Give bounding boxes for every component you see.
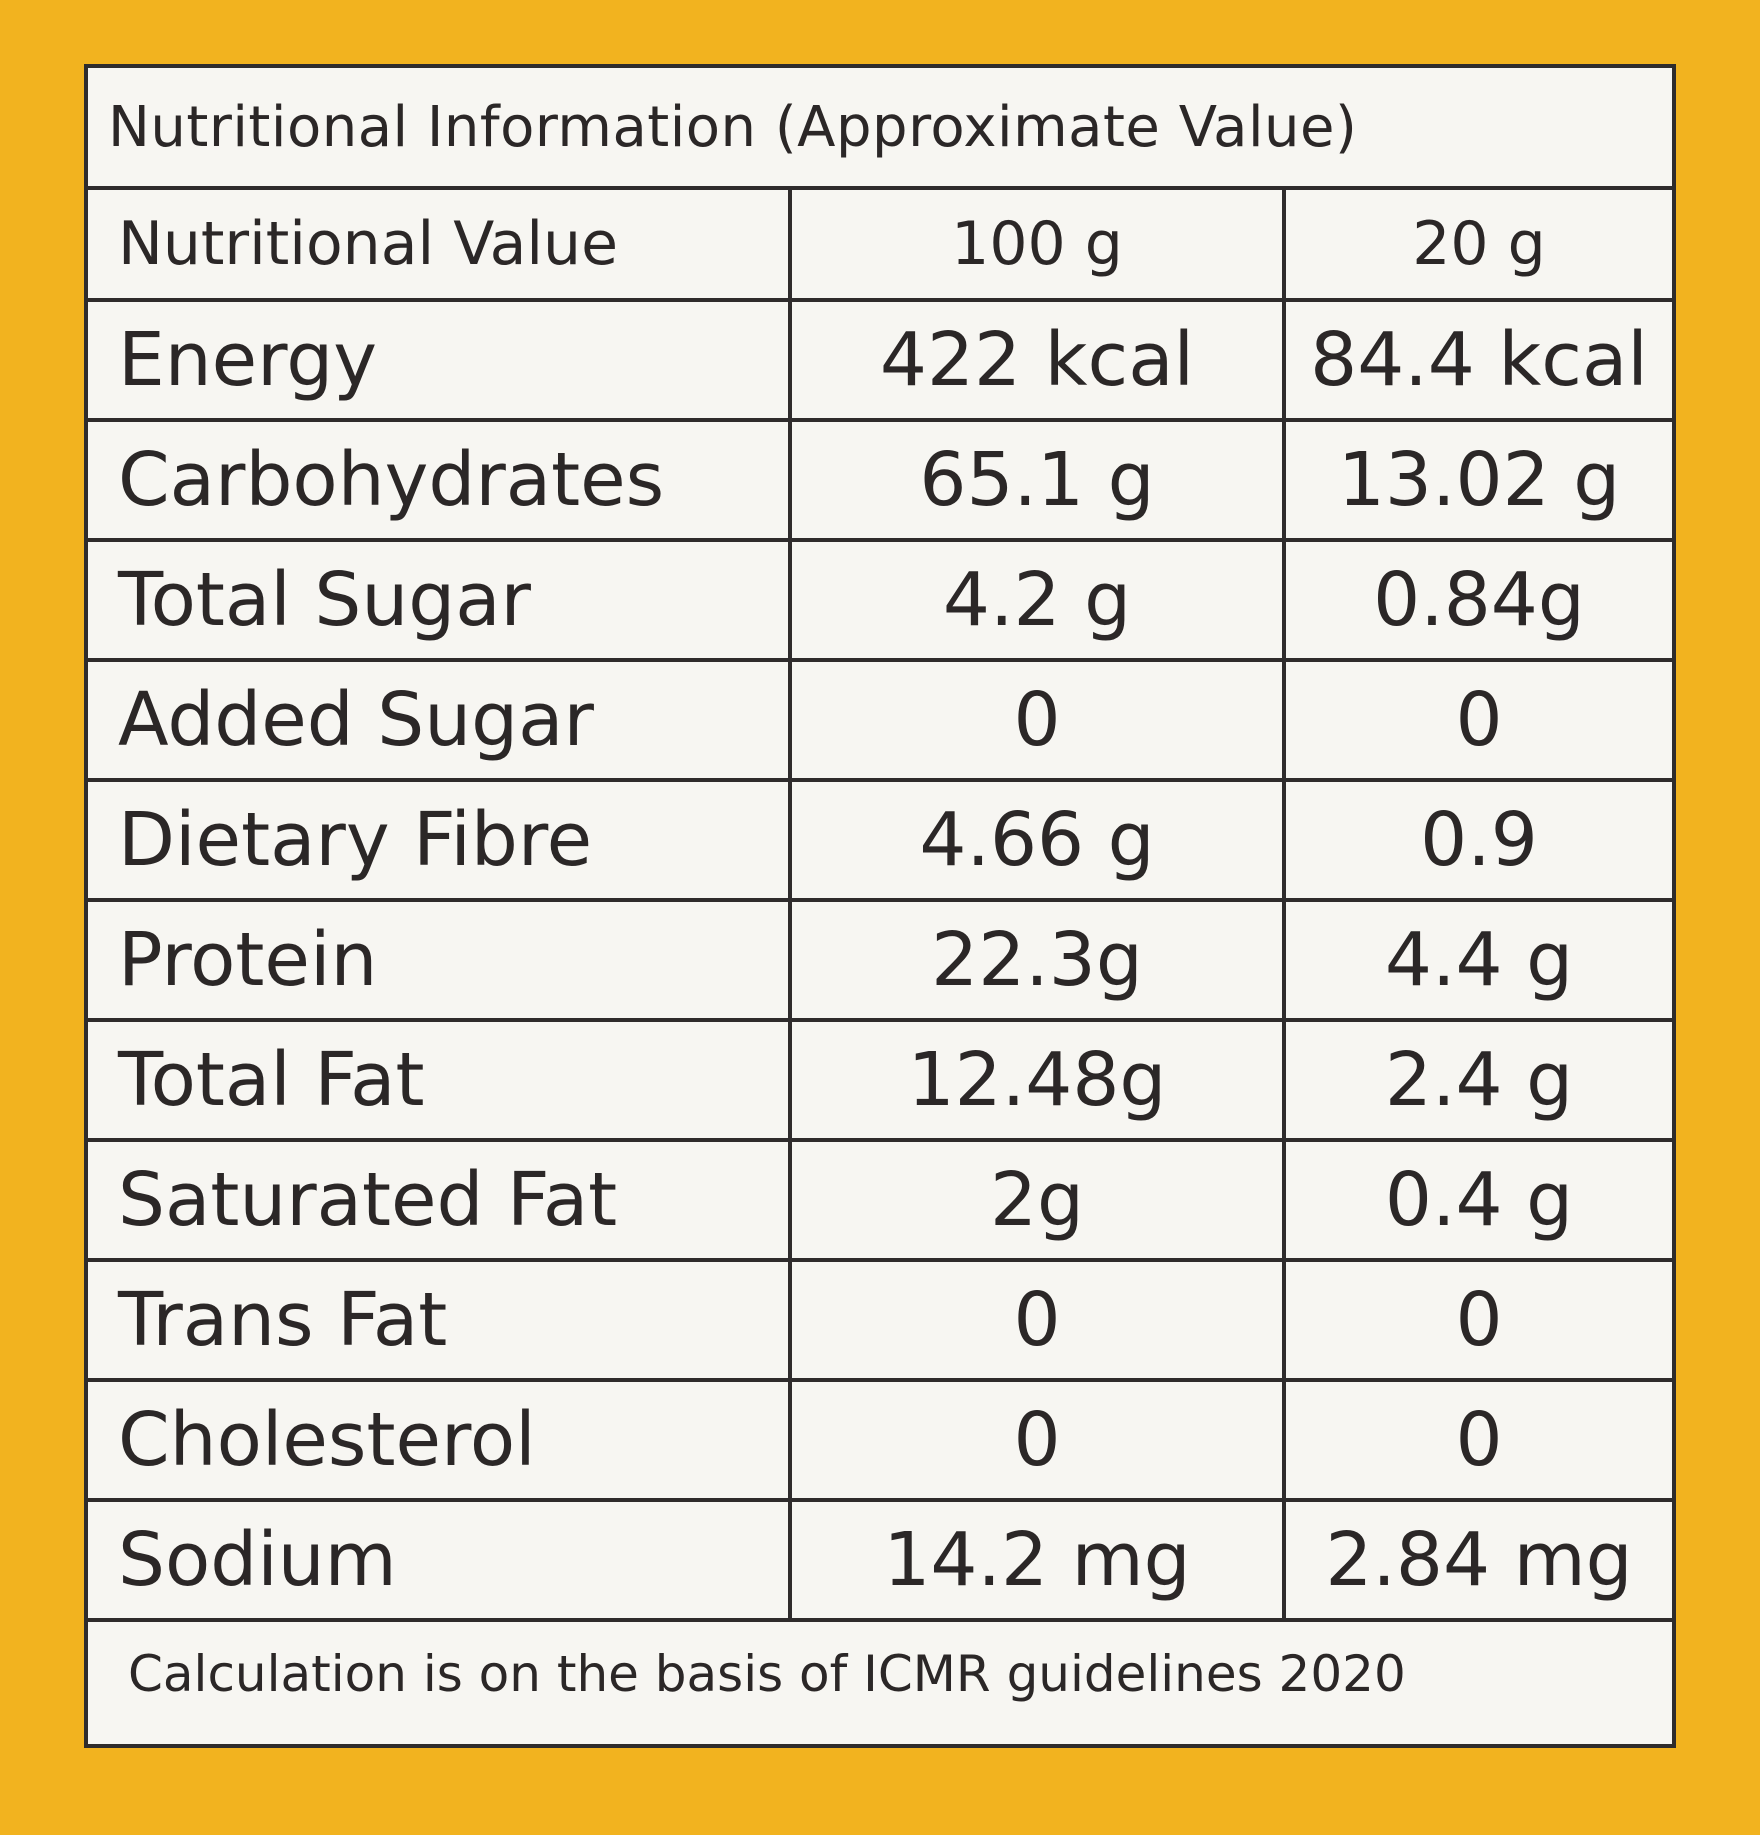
nutrition-table: Nutritional Value 100 g 20 g Energy 422 … <box>88 190 1672 1622</box>
value-per-100g: 0 <box>792 1382 1286 1498</box>
nutrient-name: Added Sugar <box>88 662 792 778</box>
value-per-20g: 2.84 mg <box>1325 1517 1633 1603</box>
nutrient-name: Total Fat <box>88 1022 792 1138</box>
table-row: Dietary Fibre 4.66 g 0.9 <box>88 782 1672 902</box>
table-row: Protein 22.3g 4.4 g <box>88 902 1672 1022</box>
value-per-20g: 4.4 g <box>1384 917 1574 1003</box>
table-row: Trans Fat 0 0 <box>88 1262 1672 1382</box>
value-per-100g: 65.1 g <box>792 422 1286 538</box>
nutrient-name: Protein <box>88 902 792 1018</box>
table-row: Cholesterol 0 0 <box>88 1382 1672 1502</box>
label-title: Nutritional Information (Approximate Val… <box>88 68 1672 190</box>
value-per-20g: 84.4 kcal <box>1310 317 1648 403</box>
table-row: Total Sugar 4.2 g 0.84g <box>88 542 1672 662</box>
footnote: Calculation is on the basis of ICMR guid… <box>128 1645 1406 1703</box>
value-per-20g: 0.4 g <box>1384 1157 1574 1243</box>
nutrient-name: Carbohydrates <box>88 422 792 538</box>
value-per-20g: 0 <box>1455 1397 1503 1483</box>
table-row: Total Fat 12.48g 2.4 g <box>88 1022 1672 1142</box>
header-per-100g: 100 g <box>792 190 1286 298</box>
table-row: Carbohydrates 65.1 g 13.02 g <box>88 422 1672 542</box>
value-per-100g: 0 <box>792 662 1286 778</box>
value-per-100g: 4.2 g <box>792 542 1286 658</box>
value-per-100g: 12.48g <box>792 1022 1286 1138</box>
nutrient-name: Total Sugar <box>88 542 792 658</box>
header-nutrient: Nutritional Value <box>88 190 792 298</box>
nutrient-name: Trans Fat <box>88 1262 792 1378</box>
table-header-row: Nutritional Value 100 g 20 g <box>88 190 1672 302</box>
value-per-100g: 4.66 g <box>792 782 1286 898</box>
nutrition-label: Nutritional Information (Approximate Val… <box>84 64 1676 1748</box>
nutrient-name: Dietary Fibre <box>88 782 792 898</box>
table-row: Sodium 14.2 mg 2.84 mg <box>88 1502 1672 1622</box>
table-row: Added Sugar 0 0 <box>88 662 1672 782</box>
value-per-100g: 22.3g <box>792 902 1286 1018</box>
value-per-100g: 422 kcal <box>792 302 1286 418</box>
nutrient-name: Saturated Fat <box>88 1142 792 1258</box>
value-per-20g: 0.9 <box>1420 797 1538 883</box>
value-per-20g: 0 <box>1455 1277 1503 1363</box>
value-per-20g: 2.4 g <box>1384 1037 1574 1123</box>
header-per-20g: 20 g <box>1412 209 1546 279</box>
value-per-100g: 0 <box>792 1262 1286 1378</box>
value-per-100g: 14.2 mg <box>792 1502 1286 1618</box>
value-per-20g: 13.02 g <box>1337 437 1621 523</box>
nutrient-name: Energy <box>88 302 792 418</box>
nutrient-name: Sodium <box>88 1502 792 1618</box>
nutrient-name: Cholesterol <box>88 1382 792 1498</box>
table-row: Saturated Fat 2g 0.4 g <box>88 1142 1672 1262</box>
value-per-100g: 2g <box>792 1142 1286 1258</box>
table-row: Energy 422 kcal 84.4 kcal <box>88 302 1672 422</box>
value-per-20g: 0 <box>1455 677 1503 763</box>
value-per-20g: 0.84g <box>1373 557 1585 643</box>
